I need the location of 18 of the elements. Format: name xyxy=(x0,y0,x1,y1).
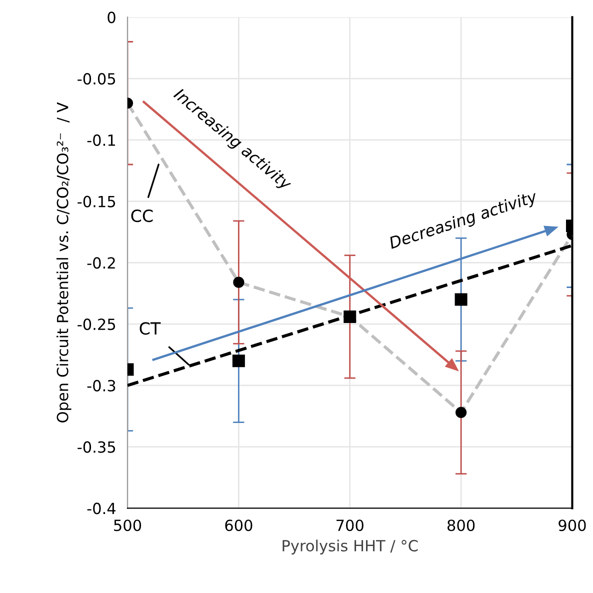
y-tick-label: -0.3 xyxy=(87,380,116,392)
x-tick-label: 800 xyxy=(448,520,475,532)
y-tick-label: -0.1 xyxy=(87,134,115,146)
annotation: CT xyxy=(140,322,161,335)
x-tick-label: 600 xyxy=(225,520,252,532)
y-tick-label: -0.4 xyxy=(87,502,116,514)
x-tick-label: 900 xyxy=(558,520,586,532)
y-tick-label: -0.05 xyxy=(78,73,116,85)
x-tick-label: 700 xyxy=(336,520,364,532)
x-axis-title: Pyrolysis HHT / °C xyxy=(282,540,418,554)
y-tick-label: -0.15 xyxy=(78,196,116,208)
y-tick-label: -0.2 xyxy=(87,257,115,269)
y-tick-label: -0.25 xyxy=(78,318,116,330)
x-tick-label: 500 xyxy=(114,520,142,532)
annotation: CC xyxy=(131,210,153,222)
y-tick-label: -0.35 xyxy=(78,441,116,453)
y-axis-title: Open Circuit Potential vs. C/CO₂/CO₃²⁻ / V xyxy=(56,102,72,422)
y-tick-label: 0 xyxy=(108,12,116,24)
